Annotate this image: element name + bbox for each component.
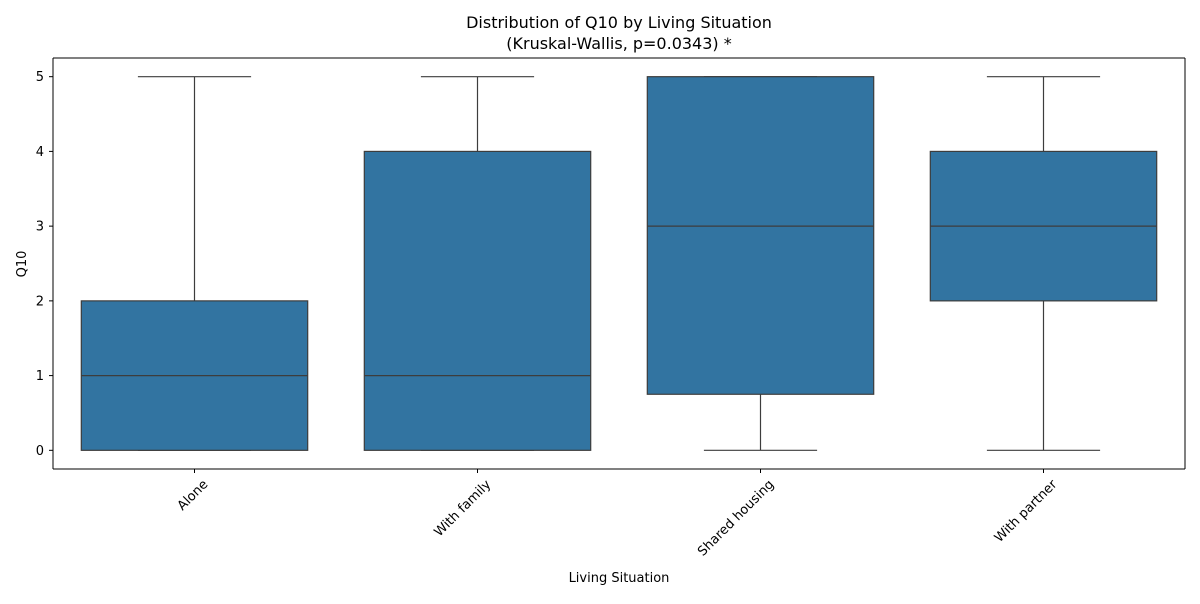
box-with-family — [363, 150, 592, 451]
chart-title-line-2: (Kruskal-Wallis, p=0.0343) * — [506, 34, 731, 53]
x-tick-label: Shared housing — [695, 477, 777, 559]
y-tick-label: 5 — [36, 70, 44, 85]
y-tick-label: 1 — [36, 369, 44, 384]
x-tick-label: With family — [432, 477, 495, 540]
chart-title-line-1: Distribution of Q10 by Living Situation — [466, 13, 772, 32]
x-tick-label: Alone — [175, 477, 212, 514]
y-axis-label: Q10 — [15, 251, 30, 278]
y-tick-label: 4 — [36, 145, 44, 160]
x-axis-label: Living Situation — [569, 571, 670, 586]
y-tick-label: 0 — [36, 444, 44, 459]
y-tick-label: 2 — [36, 294, 44, 309]
box-shared-housing — [646, 76, 875, 395]
x-tick-label: With partner — [992, 477, 1061, 546]
y-tick-label: 3 — [36, 220, 44, 235]
